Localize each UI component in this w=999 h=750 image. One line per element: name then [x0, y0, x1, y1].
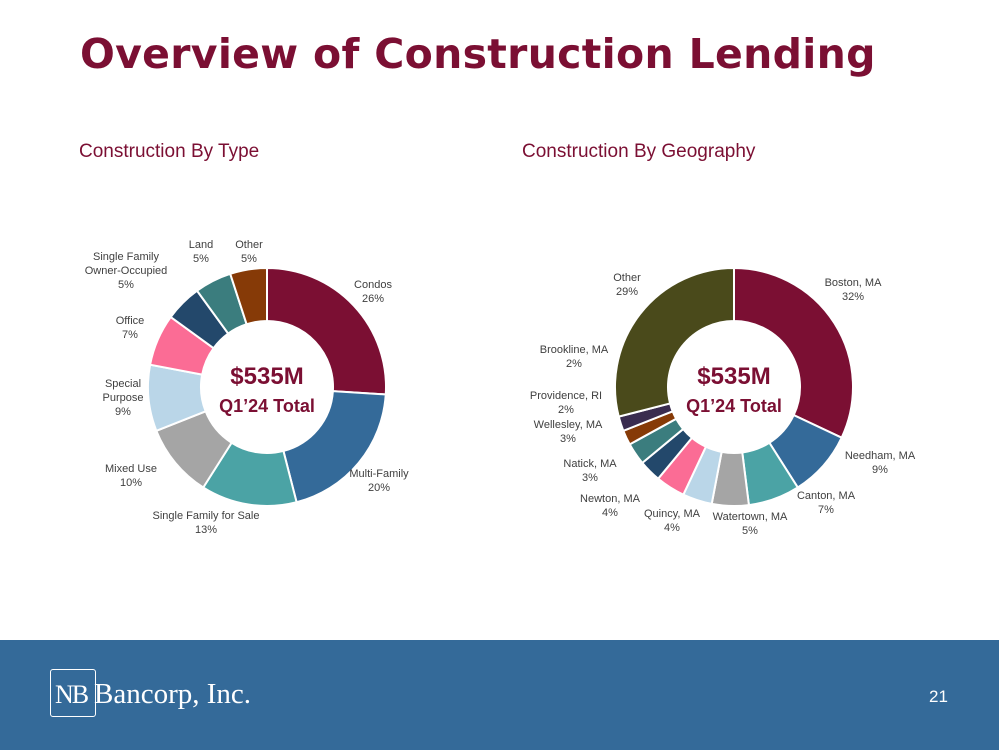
- data-label-geo-other: Other 29%: [613, 272, 641, 298]
- center-label-type: Q1’24 Total: [219, 396, 315, 416]
- center-label-geo: Q1’24 Total: [686, 396, 782, 416]
- chart-title-type: Construction By Type: [79, 141, 260, 162]
- data-label-type-office: Office 7%: [116, 315, 145, 341]
- logo-mark: [50, 669, 96, 717]
- slice-geo-other: [614, 266, 735, 418]
- data-label-type-condos: Condos 26%: [354, 279, 392, 305]
- data-label-geo-quincy-ma: Quincy, MA 4%: [644, 508, 701, 534]
- data-label-geo-watertown-ma: Watertown, MA 5%: [713, 511, 788, 537]
- data-label-geo-boston-ma: Boston, MA 32%: [825, 277, 883, 303]
- page-title: Overview of Construction Lending: [80, 30, 876, 78]
- data-label-geo-brookline-ma: Brookline, MA 2%: [540, 344, 609, 370]
- data-label-type-single-family-owner-occupied: Single Family Owner-Occupied 5%: [85, 251, 168, 291]
- chart-title-geography: Construction By Geography: [522, 141, 756, 162]
- page-number: 21: [929, 687, 948, 706]
- data-label-geo-canton-ma: Canton, MA 7%: [797, 490, 856, 516]
- data-label-geo-natick-ma: Natick, MA 3%: [563, 458, 617, 484]
- data-label-type-single-family-for-sale: Single Family for Sale 13%: [153, 510, 260, 536]
- slice-type-condos: [266, 266, 387, 396]
- center-value-type: $535M: [230, 363, 303, 390]
- data-label-type-land: Land 5%: [189, 239, 213, 265]
- slice-geo-boston-ma: [733, 266, 854, 439]
- logo-monogram: NB: [55, 680, 89, 709]
- data-label-type-mixed-use: Mixed Use 10%: [105, 463, 157, 489]
- slice-type-other: [228, 266, 268, 326]
- data-label-type-special-purpose: Special Purpose 9%: [103, 378, 144, 418]
- logo-name: Bancorp, Inc.: [94, 678, 252, 710]
- data-label-type-multi-family: Multi-Family 20%: [349, 468, 409, 494]
- donut-chart-geography: Boston, MA 32% Needham, MA 9% Canton, MA 7% Wa…: [530, 266, 916, 537]
- footer-bar: [0, 640, 999, 750]
- data-label-geo-providence-ri: Providence, RI 2%: [530, 390, 602, 416]
- center-value-geo: $535M: [697, 363, 770, 390]
- data-label-geo-needham-ma: Needham, MA 9%: [845, 450, 916, 476]
- data-label-geo-newton-ma: Newton, MA 4%: [580, 493, 641, 519]
- donut-chart-type: Condos 26% Multi-Family 20% Single Family fo…: [85, 239, 409, 536]
- data-label-type-other: Other 5%: [235, 239, 263, 265]
- data-label-geo-wellesley-ma: Wellesley, MA 3%: [534, 419, 603, 445]
